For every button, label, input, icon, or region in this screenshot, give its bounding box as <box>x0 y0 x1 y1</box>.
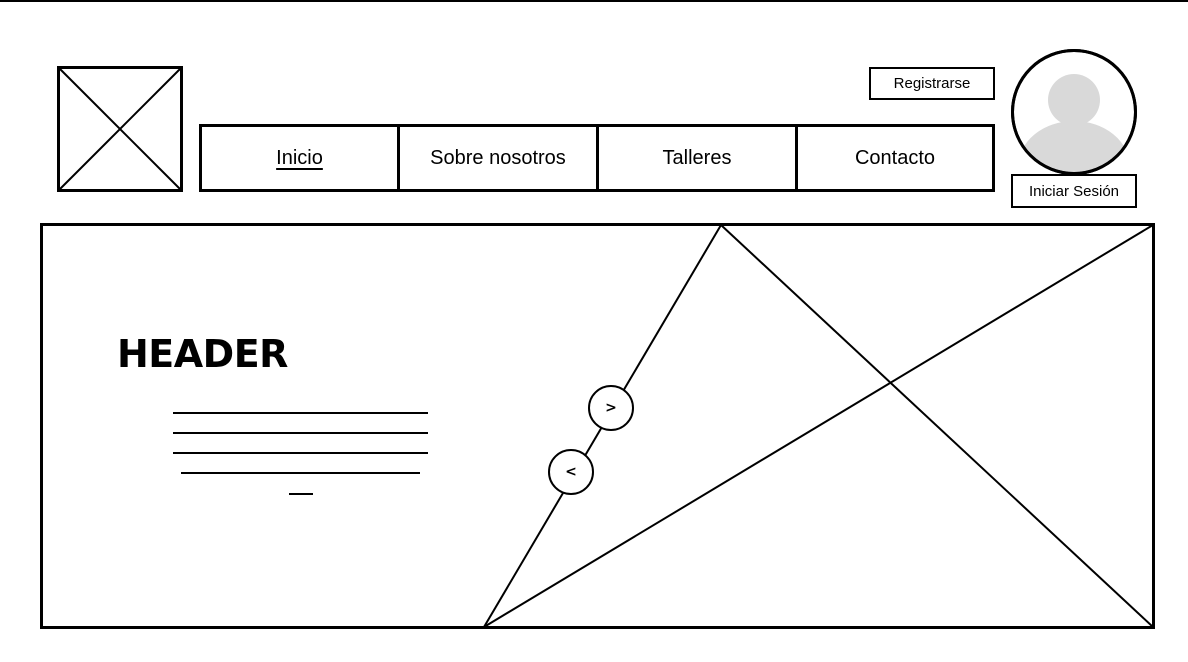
text-placeholder-line <box>173 452 428 454</box>
login-button-label: Iniciar Sesión <box>1028 182 1120 200</box>
text-placeholder-line <box>289 493 313 495</box>
hero-banner: HEADER > < <box>40 223 1155 629</box>
main-nav: Inicio Sobre nosotros Talleres Contacto <box>199 124 995 192</box>
logo-placeholder[interactable] <box>57 66 183 192</box>
nav-item-label: Talleres <box>662 146 732 169</box>
chevron-left-icon: < <box>565 464 577 480</box>
top-divider <box>0 0 1188 2</box>
nav-item-label: Contacto <box>854 146 936 169</box>
register-button-label: Registrarse <box>893 75 971 92</box>
chevron-right-icon: > <box>605 400 617 416</box>
nav-item-talleres[interactable]: Talleres <box>596 124 798 192</box>
carousel-next-button[interactable]: > <box>588 385 634 431</box>
hero-title: HEADER <box>117 332 288 376</box>
nav-item-sobre-nosotros[interactable]: Sobre nosotros <box>397 124 599 192</box>
avatar[interactable] <box>1011 49 1137 175</box>
nav-item-label: Inicio <box>276 146 323 169</box>
user-avatar-icon <box>1011 49 1137 175</box>
nav-item-inicio[interactable]: Inicio <box>199 124 400 192</box>
register-button[interactable]: Registrarse <box>869 67 995 100</box>
carousel-prev-button[interactable]: < <box>548 449 594 495</box>
login-button[interactable]: Iniciar Sesión <box>1011 174 1137 208</box>
text-placeholder-line <box>173 432 428 434</box>
text-placeholder-line <box>181 472 420 474</box>
text-placeholder-line <box>173 412 428 414</box>
image-placeholder-icon <box>57 66 183 192</box>
nav-item-label: Sobre nosotros <box>430 146 566 169</box>
nav-item-contacto[interactable]: Contacto <box>795 124 995 192</box>
